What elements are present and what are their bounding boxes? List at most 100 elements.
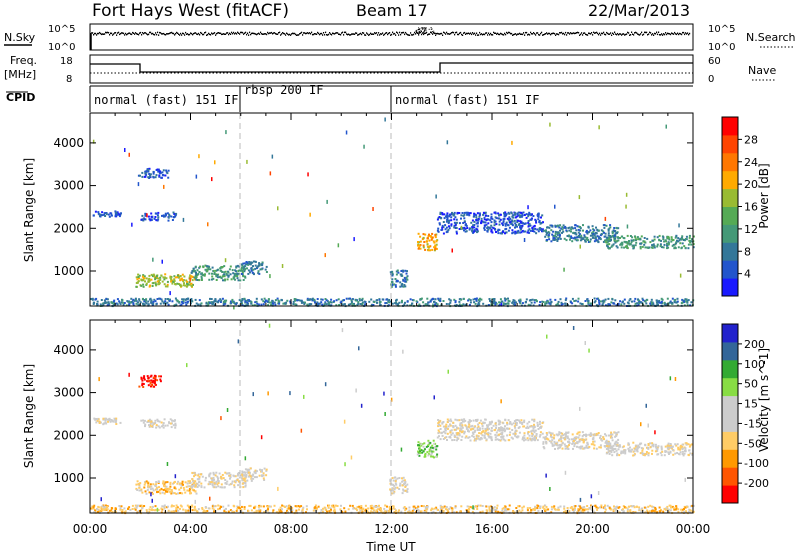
echo-point xyxy=(643,506,646,509)
noise-point xyxy=(140,31,142,34)
echo-point xyxy=(212,471,215,474)
echo-point xyxy=(156,298,159,300)
echo-point xyxy=(222,275,224,278)
noise-point xyxy=(554,33,556,35)
echo-point xyxy=(549,303,552,306)
echo-point xyxy=(592,233,595,235)
echo-point xyxy=(118,215,121,218)
echo-point xyxy=(155,174,158,177)
echo-point xyxy=(685,235,688,238)
echo-point xyxy=(573,232,576,235)
echo-point xyxy=(674,508,677,511)
echo-point xyxy=(172,492,175,495)
echo-point xyxy=(599,237,602,240)
echo-point xyxy=(200,473,202,476)
noise-point xyxy=(618,34,620,36)
echo-point xyxy=(452,425,455,428)
echo-point xyxy=(429,235,432,237)
echo-point xyxy=(157,481,160,483)
echo-point xyxy=(352,304,355,306)
echo-point xyxy=(579,236,582,239)
echo-point xyxy=(493,221,496,224)
echo-point xyxy=(486,424,488,427)
noise-point xyxy=(414,31,416,34)
echo-point xyxy=(148,418,151,421)
echo-point xyxy=(163,215,165,218)
echo-point xyxy=(126,300,129,303)
echo-point xyxy=(427,439,430,442)
nave-tick-60: 60 xyxy=(708,56,721,67)
noise-point xyxy=(604,33,606,36)
noise-point xyxy=(279,31,281,34)
echo-point xyxy=(460,225,463,230)
echo-point xyxy=(422,246,425,249)
echo-point xyxy=(487,215,490,217)
echo-point xyxy=(207,268,210,270)
echo-point xyxy=(664,239,667,242)
echo-point xyxy=(434,303,437,306)
colorbar-segment xyxy=(722,278,738,297)
noise-point xyxy=(400,33,402,36)
echo-point xyxy=(608,445,611,448)
noise-point xyxy=(289,33,291,36)
echo-point xyxy=(651,246,654,249)
noise-point xyxy=(419,29,421,30)
noise-point xyxy=(406,33,408,35)
echo-point xyxy=(581,303,583,305)
echo-point xyxy=(508,212,511,215)
echo-point xyxy=(474,302,477,305)
echo-point xyxy=(524,438,527,441)
echo-point xyxy=(192,267,195,270)
noise-point xyxy=(431,32,433,34)
echo-point xyxy=(660,239,662,242)
echo-point xyxy=(483,434,486,437)
echo-point xyxy=(157,168,160,171)
echo-point xyxy=(516,436,519,439)
echo-point xyxy=(190,298,193,300)
echo-point xyxy=(254,471,257,474)
echo-point xyxy=(535,434,538,437)
echo-point xyxy=(428,448,431,451)
noise-point xyxy=(266,33,268,36)
noise-point xyxy=(365,34,367,36)
noise-point xyxy=(131,33,133,36)
echo-point xyxy=(494,303,497,306)
noise-point xyxy=(339,33,341,36)
noise-point xyxy=(454,33,456,36)
noise-point xyxy=(472,32,474,34)
noise-point xyxy=(281,33,283,35)
echo-point xyxy=(586,441,589,444)
echo-point xyxy=(550,301,553,304)
echo-point xyxy=(623,246,626,249)
echo-point xyxy=(656,236,659,239)
echo-point xyxy=(683,304,686,307)
noise-point xyxy=(523,32,525,34)
echo-point xyxy=(175,510,178,513)
echo-point xyxy=(553,434,556,437)
noise-point xyxy=(240,31,242,34)
noise-point xyxy=(392,31,394,34)
echo-point xyxy=(319,511,322,514)
echo-point xyxy=(174,214,177,217)
echo-point xyxy=(427,454,430,457)
echo-point xyxy=(198,299,201,302)
noise-point xyxy=(284,33,286,35)
noise-point xyxy=(469,33,471,35)
echo-point xyxy=(603,438,605,441)
echo-point xyxy=(511,429,514,431)
echo-point xyxy=(225,273,228,276)
echo-point xyxy=(638,302,641,305)
echo-point xyxy=(668,445,671,447)
echo-point xyxy=(655,299,658,302)
noise-point xyxy=(490,32,492,35)
echo-point xyxy=(553,440,556,443)
noise-point xyxy=(179,34,181,36)
echo-point xyxy=(253,304,256,307)
echo-point xyxy=(448,298,451,301)
noise-point xyxy=(470,32,472,34)
echo-point xyxy=(217,485,220,488)
echo-point xyxy=(582,229,584,232)
echo-point xyxy=(653,245,656,247)
echo-point xyxy=(582,438,585,441)
echo-point xyxy=(167,176,170,179)
